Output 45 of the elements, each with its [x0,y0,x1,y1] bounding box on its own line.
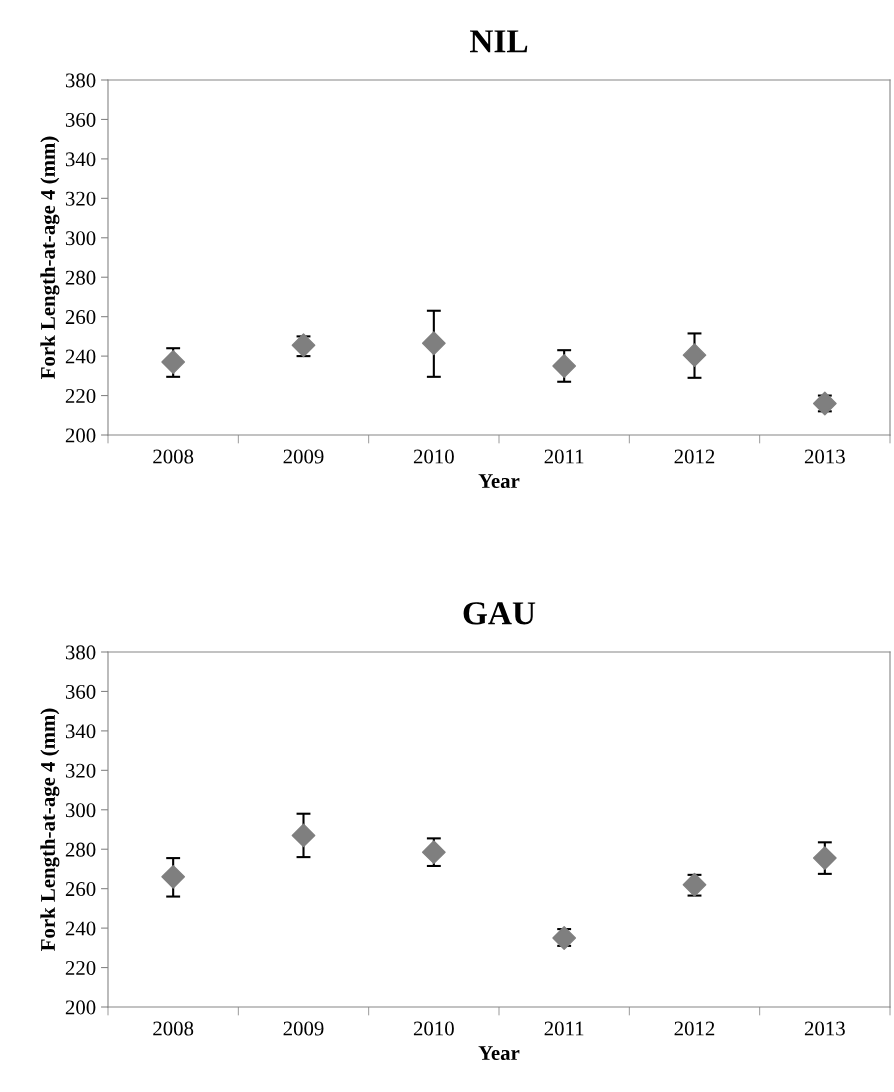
y-tick-label: 300 [65,231,96,246]
y-tick-label: 380 [65,645,96,660]
y-tick-label: 360 [65,684,96,699]
point [552,354,577,378]
x-tick-label: 2009 [283,1021,324,1036]
x-tick-label: 2010 [413,449,454,464]
x-axis-title: Year [478,1046,520,1060]
y-tick-label: 240 [65,921,96,936]
x-tick-label: 2008 [153,1021,194,1036]
x-tick-label: 2008 [153,449,194,464]
y-tick-label: 320 [65,191,96,206]
y-tick-label: 380 [65,73,96,88]
y-tick-label: 260 [65,310,96,325]
y-tick-label: 300 [65,803,96,818]
y-tick-label: 320 [65,763,96,778]
x-tick-label: 2009 [283,449,324,464]
point [291,823,316,848]
y-tick-label: 260 [65,882,96,897]
y-tick-label: 220 [65,960,96,975]
y-tick-label: 200 [65,428,96,443]
y-tick-label: 340 [65,152,96,167]
y-tick-label: 200 [65,1000,96,1015]
y-tick-label: 340 [65,724,96,739]
x-tick-label: 2013 [804,1021,845,1036]
y-tick-label: 280 [65,270,96,285]
chart-title: GAU [463,602,536,625]
point [682,343,707,368]
x-tick-label: 2011 [544,449,584,464]
point [812,846,837,870]
x-tick-label: 2012 [674,1021,715,1036]
x-axis-title: Year [478,474,520,488]
x-tick-label: 2012 [674,449,715,464]
point [421,331,446,356]
x-tick-label: 2010 [413,1021,454,1036]
y-tick-label: 220 [65,388,96,403]
point [161,350,186,374]
y-axis-title: Fork Length-at-age 4 (mm) [40,136,60,379]
y-tick-label: 240 [65,349,96,364]
x-tick-label: 2013 [804,449,845,464]
y-axis-title: Fork Length-at-age 4 (mm) [40,708,60,951]
point [161,864,186,889]
y-tick-label: 360 [65,112,96,127]
x-tick-label: 2011 [544,1021,584,1036]
y-tick-label: 280 [65,842,96,857]
chart-title: NIL [469,30,528,53]
